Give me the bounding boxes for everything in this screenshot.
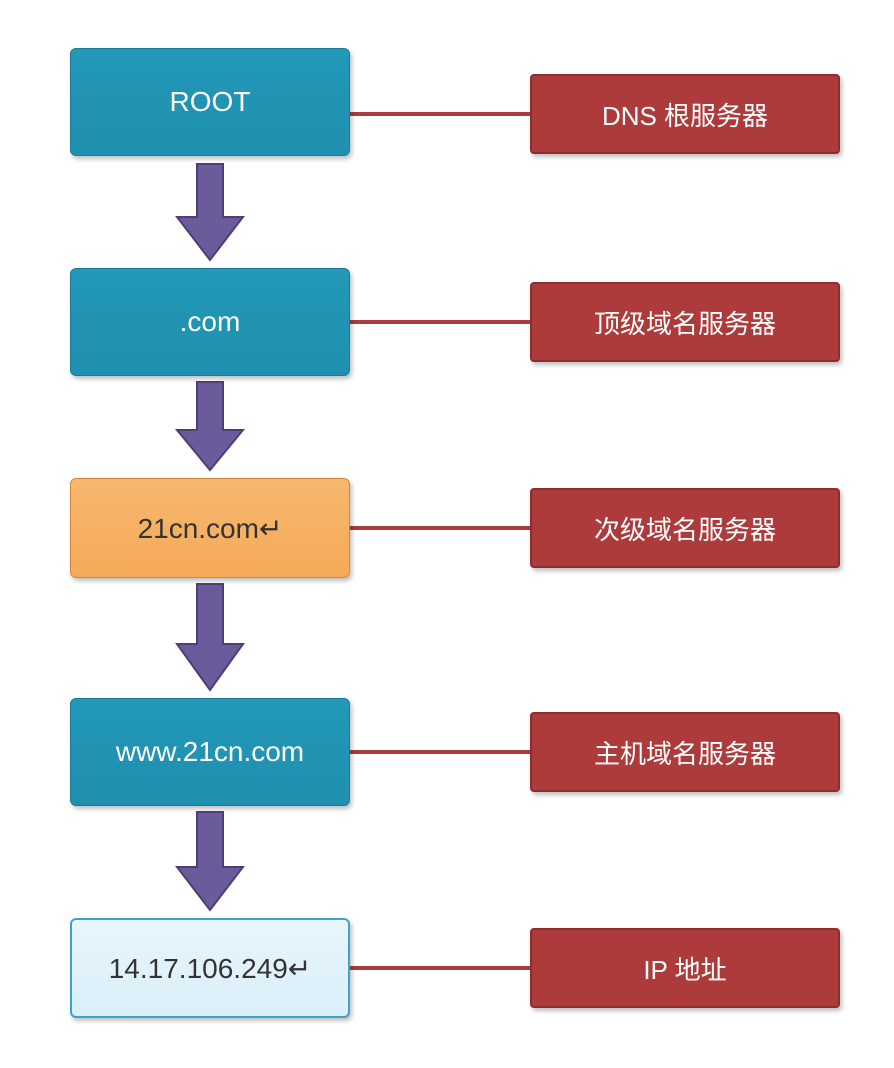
label-com: 顶级域名服务器 (530, 282, 840, 362)
node-label: 21cn.com↵ (138, 512, 283, 545)
node-root: ROOT (70, 48, 350, 156)
arrow-down-icon (175, 380, 245, 472)
node-label: www.21cn.com (116, 736, 304, 768)
arrow-down-icon (175, 162, 245, 262)
label-text: 次级域名服务器 (594, 510, 776, 547)
node-com: .com (70, 268, 350, 376)
node-host: www.21cn.com (70, 698, 350, 806)
label-root: DNS 根服务器 (530, 74, 840, 154)
connector-line (350, 112, 530, 116)
arrow-down-icon (175, 582, 245, 692)
label-host: 主机域名服务器 (530, 712, 840, 792)
label-text: 顶级域名服务器 (594, 304, 776, 341)
node-label: 14.17.106.249↵ (109, 952, 312, 985)
node-second: 21cn.com↵ (70, 478, 350, 578)
connector-line (350, 320, 530, 324)
label-text: 主机域名服务器 (594, 734, 776, 771)
dns-hierarchy-diagram: ROOT .com 21cn.com↵ www.21cn.com 14.17.1… (0, 0, 894, 1068)
node-ip: 14.17.106.249↵ (70, 918, 350, 1018)
label-second: 次级域名服务器 (530, 488, 840, 568)
label-ip: IP 地址 (530, 928, 840, 1008)
connector-line (350, 750, 530, 754)
label-text: DNS 根服务器 (602, 96, 768, 133)
node-label: ROOT (170, 86, 251, 118)
connector-line (350, 526, 530, 530)
arrow-down-icon (175, 810, 245, 912)
connector-line (350, 966, 530, 970)
label-text: IP 地址 (643, 950, 726, 987)
node-label: .com (180, 306, 241, 338)
